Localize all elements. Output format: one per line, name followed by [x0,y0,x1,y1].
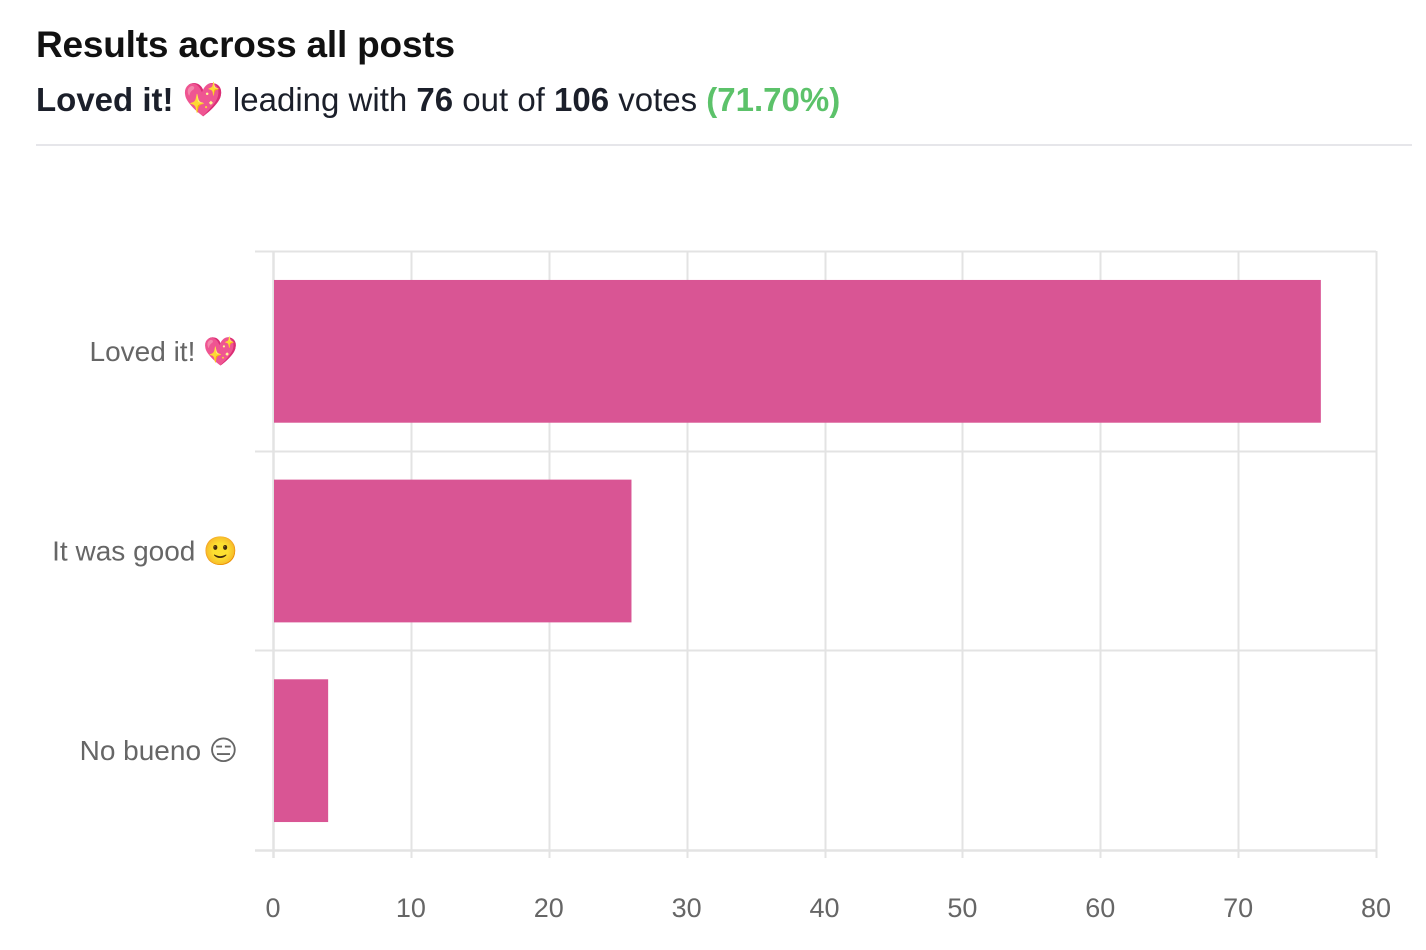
bar [274,679,329,823]
leader-votes: 76 [416,81,454,118]
total-votes: 106 [554,81,610,118]
y-axis-labels: Loved it! 💖 It was good 🙂 No bueno 😑 [52,335,238,766]
summary-text-leading: leading with [223,81,417,118]
y-category-label: Loved it! 💖 [90,335,239,367]
x-tick-label: 40 [809,893,839,923]
x-tick-label: 80 [1361,893,1391,923]
x-tick-label: 20 [534,893,564,923]
x-tick-label: 70 [1223,893,1253,923]
bar [274,279,1321,423]
x-tick-label: 60 [1085,893,1115,923]
header-divider [36,144,1412,146]
leader-label: Loved it! 💖 [36,81,224,118]
x-tick-label: 0 [265,893,280,923]
results-summary: Loved it! 💖 leading with 76 out of 106 v… [36,78,1412,122]
chart-bars [274,279,1321,823]
y-category-label: It was good 🙂 [52,536,238,567]
summary-text-out-of: out of [453,81,555,118]
x-tick-label: 10 [396,893,426,923]
y-category-label: No bueno 😑 [80,735,238,766]
leader-percent: (71.70%) [706,81,841,118]
x-tick-label: 50 [947,893,977,923]
x-axis-labels: 0 10 20 30 40 50 60 70 80 [265,893,1391,923]
page-title: Results across all posts [36,24,455,65]
x-tick-label: 30 [672,893,702,923]
results-header: Results across all posts Loved it! 💖 lea… [36,22,1412,122]
bar [274,479,632,623]
summary-text-votes: votes [609,81,707,118]
